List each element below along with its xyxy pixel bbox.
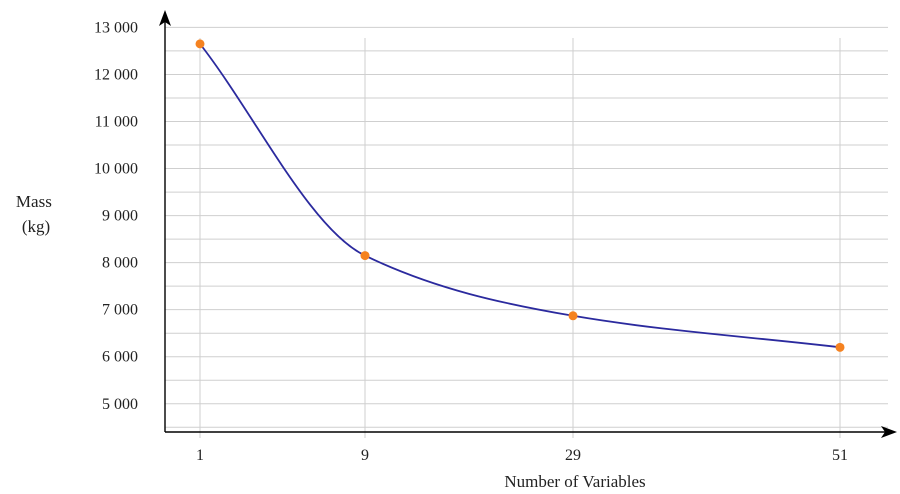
x-tick-labels: 1 9 29 51 [196,447,848,464]
y-tick-label: 8 000 [102,255,138,272]
grid [165,26,888,438]
x-axis-arrow-icon [881,426,897,438]
series-line [199,43,841,349]
y-axis-label-line-1: Mass [16,192,52,211]
y-axis-label-line-2: (kg) [22,217,50,236]
x-tick-label: 29 [565,447,581,464]
data-point-29 [568,311,578,321]
data-point-51 [835,342,845,352]
x-tick-label: 51 [832,447,848,464]
y-axis-arrow-icon [159,10,171,26]
data-point-1 [195,39,205,49]
y-axis-label: Mass (kg) [16,192,56,236]
data-point-9 [360,251,370,261]
x-axis-label: Number of Variables [504,472,645,491]
y-tick-label: 10 000 [94,161,138,178]
axes [159,10,897,438]
y-tick-label: 12 000 [94,66,138,83]
y-tick-label: 11 000 [95,114,138,131]
y-tick-label: 6 000 [102,349,138,366]
y-tick-label: 13 000 [94,19,138,36]
y-tick-labels: 5 000 6 000 7 000 8 000 9 000 10 000 11 000 12 … [94,19,138,412]
series [195,39,845,352]
y-tick-label: 9 000 [102,208,138,225]
y-tick-label: 5 000 [102,396,138,413]
x-tick-label: 1 [196,447,204,464]
y-tick-label: 7 000 [102,302,138,319]
x-tick-label: 9 [361,447,369,464]
